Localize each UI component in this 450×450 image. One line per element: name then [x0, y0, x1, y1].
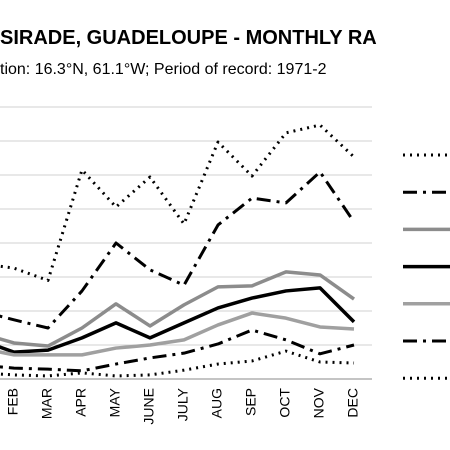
x-tick-label: JULY [175, 387, 191, 421]
x-tick-label: FEB [5, 388, 21, 415]
chart-title: SIRADE, GUADELOUPE - MONTHLY RA [0, 27, 377, 49]
x-tick-label: APR [73, 388, 89, 417]
x-tick-label: AUG [209, 388, 225, 418]
x-tick-label: JUNE [141, 388, 157, 425]
series-line [0, 170, 356, 330]
series-line [0, 270, 356, 348]
x-tick-label: MAR [39, 388, 55, 419]
series-line [0, 328, 355, 373]
series-line [0, 286, 356, 354]
series-line [0, 123, 356, 282]
series-line [0, 311, 355, 357]
x-tick-label: MAY [107, 387, 123, 417]
x-tick-label: SEP [243, 388, 259, 416]
chart-subtitle: tion: 16.3°N, 61.1°W; Period of record: … [0, 61, 327, 78]
x-tick-label: DEC [345, 388, 361, 418]
x-tick-label: NOV [311, 387, 327, 418]
x-tick-label: OCT [277, 388, 293, 418]
